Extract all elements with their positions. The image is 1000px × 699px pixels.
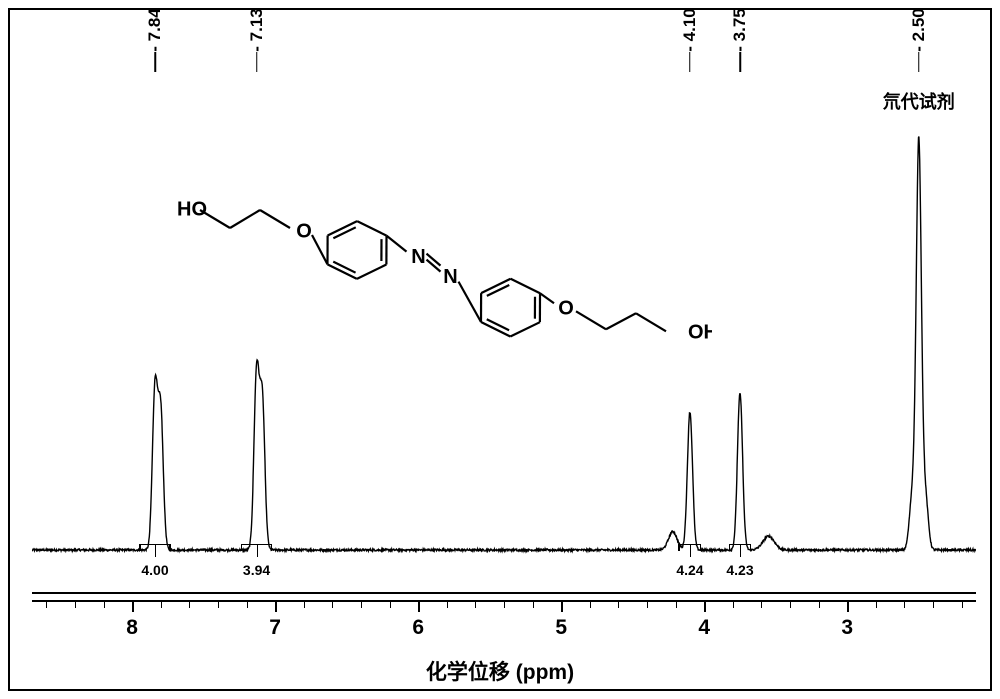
tick-minor (790, 602, 791, 608)
tick-minor (390, 602, 391, 608)
solvent-label: 氘代试剂 (883, 88, 955, 114)
tick-label: 5 (555, 616, 567, 640)
tick-minor (304, 602, 305, 608)
tick-minor (332, 602, 333, 608)
chart-area: HO O NN O OH (32, 80, 976, 580)
tick-major (561, 602, 563, 612)
tick-minor (189, 602, 190, 608)
tick-minor (475, 602, 476, 608)
tick-label: 3 (841, 616, 853, 640)
svg-text:N: N (443, 266, 457, 288)
tick-minor (361, 602, 362, 608)
tick-minor (504, 602, 505, 608)
tick-minor (761, 602, 762, 608)
svg-text:HO: HO (177, 198, 207, 220)
peak-label: - 3.75 (730, 8, 750, 51)
tick-minor (590, 602, 591, 608)
integral-value: 3.94 (243, 562, 270, 578)
tick-minor (247, 602, 248, 608)
peak-label: - 4.10 (680, 8, 700, 51)
peak-label: - 7.13 (247, 8, 267, 51)
tick-major (418, 602, 420, 612)
tick-minor (75, 602, 76, 608)
tick-major (132, 602, 134, 612)
axis-double-line (32, 592, 976, 602)
tick-label: 4 (698, 616, 710, 640)
tick-minor (161, 602, 162, 608)
molecule-structure: HO O NN O OH (152, 180, 712, 390)
integral-bracket (139, 544, 170, 556)
tick-minor (618, 602, 619, 608)
integral-bracket (729, 544, 752, 556)
figure-frame: HO O NN O OH - 7.84 - 7.13 - 4.10 - 3.75 - 2.50 氘… (8, 8, 992, 691)
peak-label-tick (256, 52, 258, 72)
integral-value: 4.00 (141, 562, 168, 578)
tick-major (704, 602, 706, 612)
peak-label: - 2.50 (909, 8, 929, 51)
tick-label: 6 (412, 616, 424, 640)
svg-text:O: O (558, 298, 574, 320)
tick-minor (933, 602, 934, 608)
peak-label-tick (154, 52, 156, 72)
peak-label: - 7.84 (145, 8, 165, 51)
tick-label: 8 (126, 616, 138, 640)
peak-label-tick (739, 52, 741, 72)
peak-label-tick (918, 52, 920, 72)
tick-minor (46, 602, 47, 608)
tick-minor (962, 602, 963, 608)
integral-bracket (241, 544, 272, 556)
tick-minor (647, 602, 648, 608)
svg-text:O: O (296, 220, 312, 242)
tick-minor (676, 602, 677, 608)
x-axis: 8 7 6 5 4 3 (32, 590, 976, 650)
tick-minor (533, 602, 534, 608)
tick-minor (104, 602, 105, 608)
tick-minor (876, 602, 877, 608)
tick-major (275, 602, 277, 612)
integral-bracket (678, 544, 701, 556)
integral-value: 4.24 (676, 562, 703, 578)
tick-minor (218, 602, 219, 608)
svg-text:OH: OH (688, 322, 712, 344)
tick-label: 7 (269, 616, 281, 640)
peak-label-tick (689, 52, 691, 72)
tick-minor (904, 602, 905, 608)
tick-minor (447, 602, 448, 608)
tick-major (847, 602, 849, 612)
tick-minor (733, 602, 734, 608)
x-axis-label: 化学位移 (ppm) (426, 656, 574, 686)
svg-text:N: N (411, 246, 425, 268)
integral-value: 4.23 (726, 562, 753, 578)
tick-minor (819, 602, 820, 608)
